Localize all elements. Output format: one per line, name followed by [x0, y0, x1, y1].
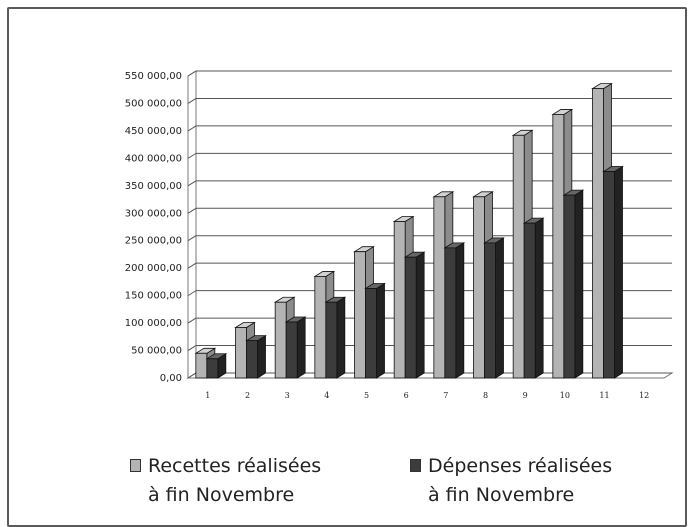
- legend-label-recettes: Recettes réalisées à fin Novembre: [148, 452, 321, 510]
- y-axis-ticks: 0,00 50 000,00 100 000,00 150 000,00 200 000…: [125, 71, 182, 384]
- gridline-depth: [187, 70, 197, 77]
- gridline-depth: [187, 125, 197, 132]
- gridline-depth: [187, 152, 197, 159]
- y-tick-label: 150 000,00: [125, 291, 182, 302]
- y-tick-label: 350 000,00: [125, 181, 182, 192]
- y-tick-label: 500 000,00: [125, 98, 182, 109]
- gridline-depth: [187, 180, 197, 187]
- x-tick-label: 8: [483, 391, 488, 400]
- gridline-depth: [187, 290, 197, 297]
- x-tick-label: 3: [285, 391, 290, 400]
- gridline-depth: [187, 317, 197, 324]
- bar-series2-cat1: [205, 353, 228, 379]
- gridline-depth: [187, 372, 197, 379]
- gridline-depth: [187, 207, 197, 214]
- legend-label-depenses-line1: Dépenses réalisées: [428, 455, 613, 477]
- chart-legend: Recettes réalisées à fin Novembre Dépens…: [130, 452, 690, 514]
- y-tick-label: 0,00: [160, 373, 182, 384]
- bar-series2-cat3: [284, 316, 307, 379]
- chart-plot: 0,00 50 000,00 100 000,00 150 000,00 200 000…: [125, 70, 674, 400]
- x-tick-label: 7: [443, 391, 448, 400]
- x-tick-label: 4: [324, 391, 329, 400]
- bar-series2-cat7: [443, 242, 466, 379]
- bar-series2-cat11: [602, 165, 624, 379]
- y-tick-label: 450 000,00: [125, 126, 182, 137]
- x-tick-label: 2: [245, 391, 250, 400]
- y-tick-label: 400 000,00: [125, 153, 182, 164]
- legend-swatch-recettes: [130, 459, 141, 472]
- bar-series2-cat5: [364, 282, 386, 379]
- y-tick-label: 550 000,00: [125, 71, 182, 82]
- bar-series2-cat2: [245, 334, 267, 379]
- y-tick-label: 300 000,00: [125, 208, 182, 219]
- x-tick-label: 10: [560, 391, 570, 400]
- x-axis-ticks: 1 2 3 4 5 6 7 8 9 10 11 12: [205, 391, 649, 400]
- gridline-depth: [187, 235, 197, 242]
- legend-label-recettes-line2: à fin Novembre: [148, 484, 295, 506]
- gridline-depth: [187, 345, 197, 351]
- legend-label-depenses-line2: à fin Novembre: [428, 484, 575, 506]
- x-tick-label: 12: [639, 391, 649, 400]
- chart-bars: [194, 82, 624, 379]
- bar-series2-cat8: [483, 237, 505, 379]
- x-tick-label: 11: [599, 391, 609, 400]
- gridline-depth: [187, 262, 197, 269]
- y-tick-label: 250 000,00: [125, 236, 182, 247]
- legend-label-depenses: Dépenses réalisées à fin Novembre: [428, 452, 612, 510]
- x-tick-label: 6: [404, 391, 409, 400]
- left-wall: [187, 70, 197, 379]
- bar-series2-cat6: [403, 251, 426, 379]
- bar-series2-cat9: [522, 217, 545, 379]
- gridline-depth: [187, 98, 197, 104]
- y-tick-label: 50 000,00: [131, 346, 182, 357]
- y-tick-label: 100 000,00: [125, 318, 182, 329]
- legend-swatch-depenses: [410, 459, 421, 472]
- x-tick-label: 5: [364, 391, 369, 400]
- x-tick-label: 1: [205, 391, 210, 400]
- y-tick-label: 200 000,00: [125, 263, 182, 274]
- legend-label-recettes-line1: Recettes réalisées: [148, 455, 322, 477]
- x-tick-label: 9: [523, 391, 528, 400]
- bar-series2-cat10: [562, 189, 585, 379]
- bar-series2-cat4: [324, 296, 347, 379]
